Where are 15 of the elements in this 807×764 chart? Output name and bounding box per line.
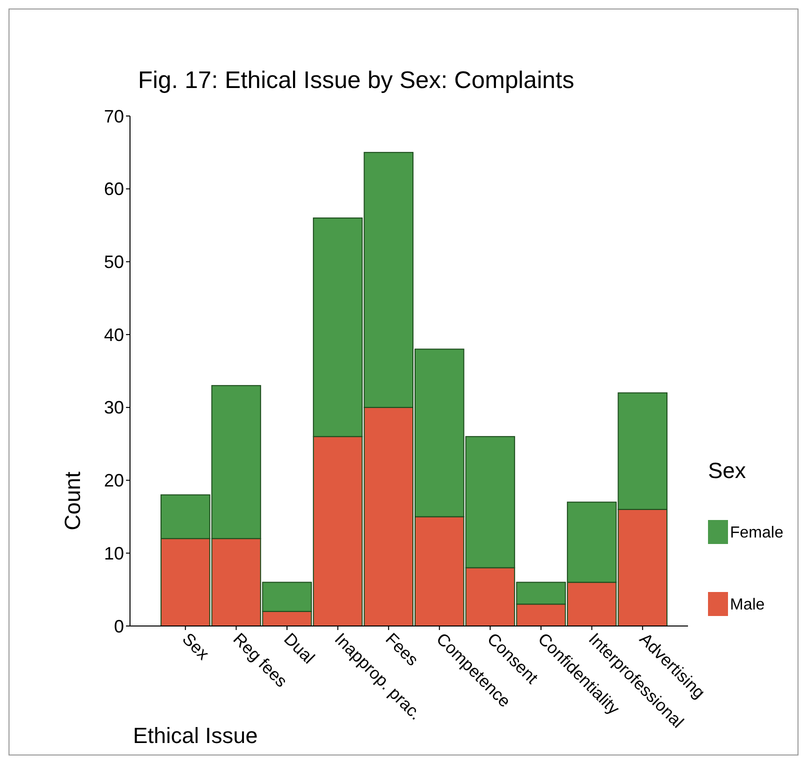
y-tick-label: 50 <box>104 252 124 272</box>
chart-title: Fig. 17: Ethical Issue by Sex: Complaints <box>138 67 574 94</box>
legend-label: Female <box>730 524 784 542</box>
y-tick-label: 30 <box>104 398 124 418</box>
legend-title: Sex <box>708 458 746 483</box>
y-tick-label: 20 <box>104 470 124 491</box>
legend-label: Male <box>730 596 765 614</box>
y-tick-label: 40 <box>104 324 124 345</box>
y-tick-label: 10 <box>104 543 124 564</box>
y-tick-label: 60 <box>104 179 124 200</box>
y-tick-label: 70 <box>104 106 124 126</box>
y-axis-title: Count <box>60 472 85 530</box>
x-tick-label: Sex <box>178 629 214 664</box>
y-tick-label: 0 <box>114 616 124 636</box>
x-axis-title: Ethical Issue <box>133 723 258 748</box>
